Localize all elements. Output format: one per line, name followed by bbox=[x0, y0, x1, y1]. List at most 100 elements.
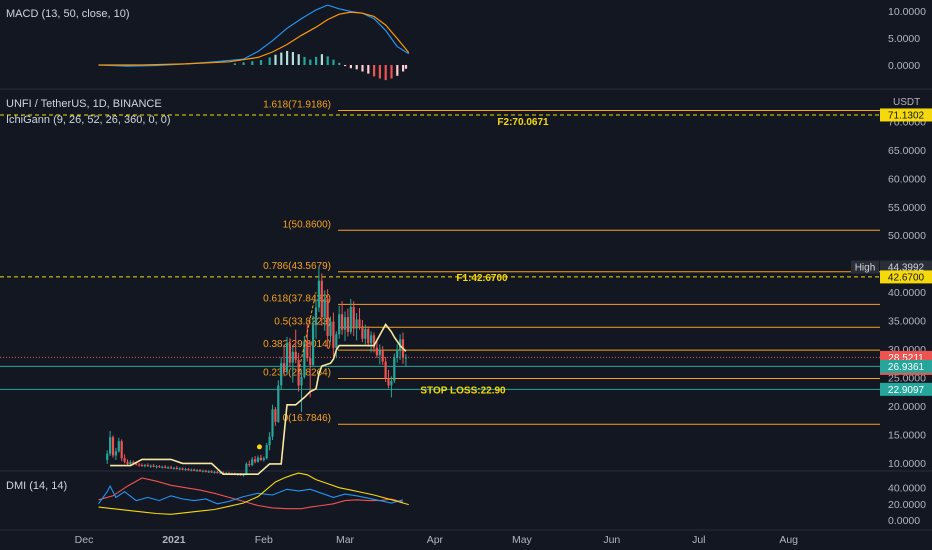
candle-body bbox=[213, 471, 216, 473]
macd-histogram-bar bbox=[349, 65, 352, 69]
candle-body bbox=[314, 307, 318, 326]
candle-body bbox=[271, 409, 274, 437]
candle-body bbox=[196, 470, 199, 472]
price-badge-value: 44.3992 bbox=[888, 263, 925, 274]
candle-body bbox=[372, 335, 376, 348]
price-badge-value: 26.9361 bbox=[888, 362, 925, 373]
candle-body bbox=[303, 341, 306, 377]
macd-histogram-bar bbox=[259, 60, 263, 65]
candle-body bbox=[361, 326, 364, 339]
candle-body bbox=[120, 441, 123, 459]
candle-body bbox=[297, 359, 300, 386]
time-tick-label: Mar bbox=[336, 534, 355, 546]
candle-body bbox=[175, 467, 178, 470]
macd-tick-label: 10.0000 bbox=[888, 6, 926, 18]
price-tick-label: 65.0000 bbox=[888, 145, 926, 157]
dmi-minus-line bbox=[98, 477, 404, 510]
candle-body bbox=[300, 376, 303, 386]
candle-body bbox=[184, 469, 187, 471]
annotation-label: F1:42.6700 bbox=[456, 273, 508, 284]
candle-body bbox=[309, 358, 312, 365]
candle-body bbox=[312, 325, 315, 365]
price-badge-value: 42.6700 bbox=[888, 272, 925, 283]
candle-body bbox=[280, 363, 283, 386]
macd-histogram-bar bbox=[355, 65, 358, 70]
time-tick-label: Feb bbox=[255, 534, 273, 546]
price-badge bbox=[880, 108, 932, 122]
candle-body bbox=[396, 349, 399, 358]
macd-histogram-bar bbox=[280, 52, 283, 65]
candle-body bbox=[262, 458, 265, 460]
price-tick-label: 15.0000 bbox=[888, 429, 926, 441]
macd-histogram-bar bbox=[390, 65, 393, 79]
macd-histogram-bar bbox=[286, 50, 289, 65]
candle-body bbox=[242, 474, 245, 476]
candle-body bbox=[132, 462, 135, 464]
candle-body bbox=[291, 351, 294, 363]
fib-level-label: 0.236(24.8264) bbox=[263, 367, 331, 378]
candle-body bbox=[245, 463, 248, 475]
macd-histogram-bar bbox=[309, 59, 312, 65]
macd-histogram-bar bbox=[402, 65, 405, 72]
candle-body bbox=[248, 463, 251, 466]
price-tick-label: 50.0000 bbox=[888, 230, 926, 242]
candle-body bbox=[111, 437, 115, 456]
macd-histogram-bar bbox=[396, 65, 399, 76]
signal-dot bbox=[256, 444, 262, 450]
symbol-title[interactable]: UNFI / TetherUS, 1D, BINANCE bbox=[6, 98, 162, 110]
macd-line bbox=[98, 4, 410, 67]
fib-level-label: 0.5(33.8223) bbox=[274, 316, 331, 327]
price-badge bbox=[880, 382, 932, 396]
dmi-title[interactable]: DMI (14, 14) bbox=[6, 480, 68, 492]
candle-body bbox=[155, 466, 158, 468]
dmi-plus-line bbox=[98, 484, 404, 505]
macd-title[interactable]: MACD (13, 50, close, 10) bbox=[6, 8, 130, 20]
candle-body bbox=[161, 466, 164, 468]
price-tick-label: 70.0000 bbox=[888, 116, 926, 128]
candle-body bbox=[146, 465, 149, 467]
macd-histogram-bar bbox=[367, 65, 370, 74]
macd-histogram-bar bbox=[297, 54, 300, 65]
price-badge bbox=[880, 270, 932, 284]
candle-body bbox=[216, 471, 219, 474]
dmi-tick-label: 40.0000 bbox=[888, 483, 926, 495]
candle-body bbox=[210, 471, 213, 473]
macd-histogram-bar bbox=[332, 59, 335, 65]
candle-body bbox=[294, 351, 297, 360]
fib-level-label: 0(16.7846) bbox=[283, 413, 331, 424]
candle-body bbox=[207, 471, 210, 473]
candle-body bbox=[384, 361, 387, 379]
candle-body bbox=[268, 436, 271, 446]
candle-body bbox=[323, 298, 326, 318]
candle-body bbox=[172, 467, 175, 469]
candle-body bbox=[222, 472, 225, 474]
macd-histogram-bar bbox=[315, 56, 318, 65]
price-badge-value: 71.1302 bbox=[888, 110, 925, 121]
high-tag bbox=[851, 260, 879, 274]
adx-line bbox=[98, 472, 409, 515]
candle-body bbox=[158, 466, 161, 468]
candle-body bbox=[201, 470, 204, 472]
macd-histogram-bar bbox=[378, 65, 381, 79]
candle-body bbox=[109, 437, 112, 454]
currency-label: USDT bbox=[893, 97, 921, 108]
candle-body bbox=[149, 465, 152, 467]
macd-histogram-bar bbox=[373, 65, 376, 77]
dmi-tick-label: 20.0000 bbox=[888, 499, 926, 511]
candle-body bbox=[193, 469, 196, 471]
time-tick-label: 2021 bbox=[162, 534, 186, 546]
candle-body bbox=[138, 464, 141, 466]
time-tick-label: Jun bbox=[603, 534, 620, 546]
fib-trend-line bbox=[298, 291, 317, 372]
macd-histogram-bar bbox=[291, 52, 294, 65]
candle-body bbox=[106, 453, 109, 460]
ichigann-title[interactable]: IchiGann (9, 26, 52, 26, 360, 0, 0) bbox=[6, 114, 171, 126]
annotation-label: F2:70.0671 bbox=[497, 117, 549, 128]
macd-histogram-bar bbox=[242, 62, 245, 65]
candle-body bbox=[251, 459, 254, 466]
macd-tick-label: 5.0000 bbox=[888, 33, 920, 45]
candle-body bbox=[277, 385, 280, 422]
time-tick-label: Apr bbox=[427, 534, 444, 546]
